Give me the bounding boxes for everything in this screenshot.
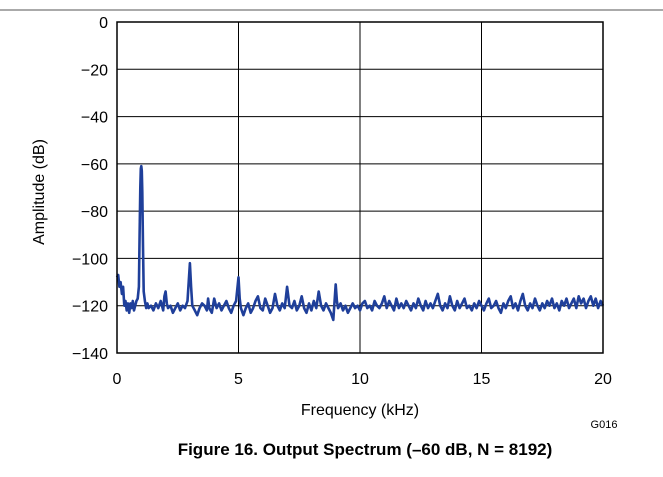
x-tick-label: 20 xyxy=(594,371,612,388)
y-tick-label: −20 xyxy=(81,62,108,79)
grid-lines xyxy=(117,22,603,353)
x-tick-label: 0 xyxy=(113,371,122,388)
x-tick-label: 10 xyxy=(351,371,369,388)
x-tick-labels: 0 5 10 15 20 xyxy=(113,371,612,388)
spectrum-series-line xyxy=(115,164,605,322)
y-tick-label: −120 xyxy=(72,299,108,316)
y-tick-label: −40 xyxy=(81,110,108,127)
y-tick-label: −140 xyxy=(72,346,108,363)
x-tick-label: 15 xyxy=(473,371,491,388)
figure-code-label: G016 xyxy=(591,419,618,431)
series-layer xyxy=(115,164,605,322)
y-tick-label: −80 xyxy=(81,204,108,221)
x-tick-label: 5 xyxy=(234,371,243,388)
y-tick-label: −60 xyxy=(81,157,108,174)
y-axis-title: Amplitude (dB) xyxy=(31,139,48,245)
plot-frame xyxy=(116,21,604,354)
y-tick-labels: 0 −20 −40 −60 −80 −100 −120 −140 xyxy=(72,15,108,363)
x-axis-title: Frequency (kHz) xyxy=(301,402,419,419)
y-tick-label: −100 xyxy=(72,251,108,268)
y-tick-label: 0 xyxy=(99,15,108,32)
figure-caption: Figure 16. Output Spectrum (–60 dB, N = … xyxy=(178,440,553,459)
